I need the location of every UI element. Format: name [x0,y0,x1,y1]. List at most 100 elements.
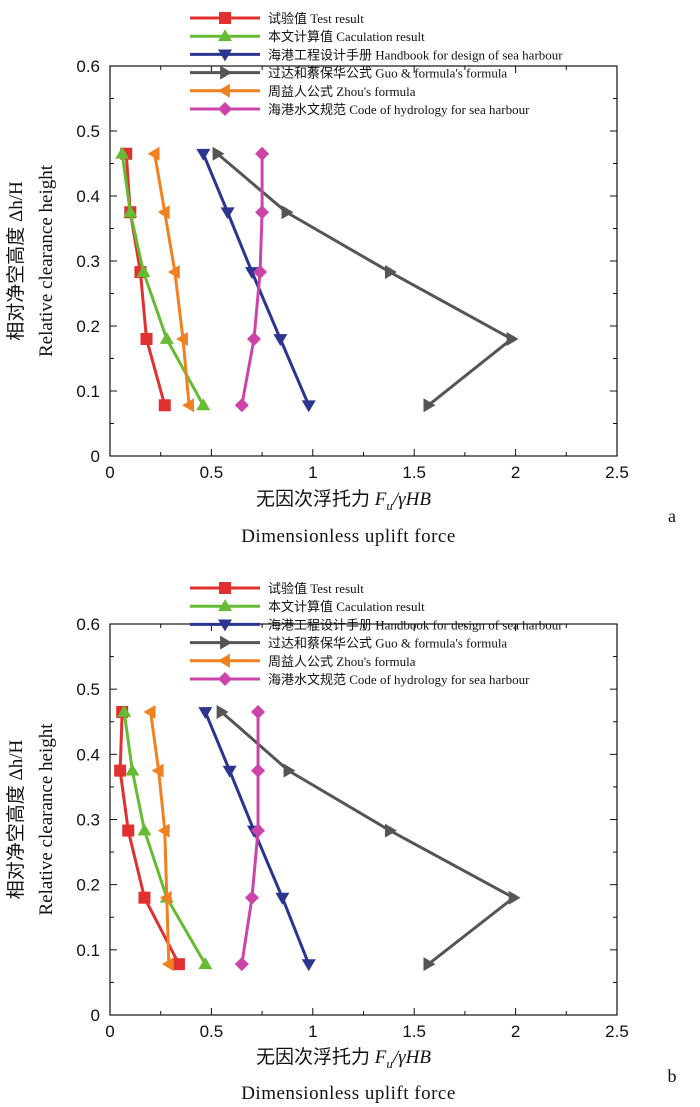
legend-label: 海港工程设计手册 Handbook for design of sea harb… [268,47,563,62]
y-tick-label: 0.1 [76,382,100,401]
data-point [423,957,436,972]
data-point [117,704,132,717]
data-point [157,205,170,220]
x-tick-label: 1 [308,1022,317,1041]
chart-panel-b: 0 0.5 1 1.5 2 2.5 0 0.1 0.2 0.3 0.4 0.5 0.6 试验值 Test … [5,581,677,1104]
legend-swatch-marker [218,29,232,42]
data-point [140,333,153,345]
y-axis-label: 相对净空高度 Δh/H [5,739,27,899]
plot-frame [109,65,618,457]
legend-swatch-marker [218,672,232,686]
y-tick-label: 0.6 [76,57,100,76]
data-point [125,763,140,776]
data-point [167,265,180,280]
legend: 试验值 Test result 本文计算值 Caculation result 海港… [190,581,563,687]
data-point [159,890,172,905]
series-6 [234,704,266,972]
y-axis-label-en: Relative clearance height [36,723,57,916]
legend-label: 本文计算值 Caculation result [268,599,425,614]
y-tick-label: 0.3 [76,811,100,830]
y-tick-label: 0.1 [76,941,100,960]
legend-swatch-marker [218,102,232,116]
data-point [301,959,316,972]
y-tick-label: 0.2 [76,876,100,895]
data-point [115,146,130,159]
legend-label: 海港水文规范 Code of hydrology for sea harbour [268,102,530,117]
data-point [161,957,174,972]
x-axis-label: 无因次浮托力 Fu/γHB [256,488,431,513]
data-point [281,205,294,220]
x-axis-label-en: Dimensionless uplift force [241,1083,456,1104]
data-point [222,765,237,778]
y-tick-label: 0 [91,1006,100,1025]
series-6 [234,146,270,413]
data-point [138,891,151,904]
y-tick-label: 0.3 [76,252,100,271]
legend-label: 过达和蔡保华公式 Guo & formula's formula [268,636,507,651]
data-point [273,334,288,346]
data-point [508,890,521,905]
series-1 [114,705,185,971]
series-4 [216,704,521,972]
data-point [151,763,164,778]
data-point [283,763,296,778]
data-point [182,398,194,413]
series-5 [143,704,174,972]
data-point [506,332,519,346]
data-point [244,890,259,905]
y-tick-label: 0.4 [76,745,100,764]
legend-label: 周益人公式 Zhou's formula [268,84,416,99]
x-tick-label: 1.5 [402,463,426,482]
legend-swatch-marker [218,619,232,632]
series-line [201,153,311,406]
y-tick-label: 0 [91,447,100,466]
data-point [246,332,261,346]
x-tick-label: 2.5 [605,463,629,482]
data-point [114,764,127,777]
x-tick-label: 1 [308,463,317,482]
data-point [123,205,138,218]
data-point [216,704,229,719]
data-point [159,332,174,344]
legend-swatch-marker [220,65,232,80]
data-point [136,265,151,277]
x-tick-label: 0.5 [200,463,224,482]
x-tick-label: 0 [105,1022,114,1041]
data-point [143,704,156,719]
series-line [120,153,205,407]
data-point [384,823,397,838]
data-point [212,146,225,161]
x-axis-label-en: Dimensionless uplift force [241,526,456,547]
legend-swatch-marker [218,653,230,668]
series-2 [115,146,211,411]
data-point [122,824,135,837]
data-point [251,823,266,838]
x-tick-label: 0.5 [200,1022,224,1041]
y-tick-label: 0.6 [76,615,100,634]
legend-swatch-marker [218,83,230,98]
y-axis-label-en: Relative clearance height [36,164,57,357]
y-tick-label: 0.4 [76,187,100,206]
panel-label: a [668,506,676,526]
data-point [147,146,160,161]
legend-swatch-marker [219,582,231,594]
series-line [240,153,264,406]
data-point [196,148,211,161]
legend: 试验值 Test result 本文计算值 Caculation result 海港… [190,11,563,117]
data-point [198,707,213,719]
data-point [423,398,436,413]
legend-swatch-marker [218,49,232,62]
data-point [384,265,397,280]
data-point [176,332,188,346]
legend-label: 海港工程设计手册 Handbook for design of sea harb… [268,617,563,632]
legend-label: 试验值 Test result [268,581,364,596]
x-tick-label: 0 [105,463,114,482]
data-point [158,399,171,412]
data-point [275,892,290,905]
data-point [255,146,270,161]
y-axis-label: 相对净空高度 Δh/H [5,181,27,341]
legend-swatch-marker [219,12,231,24]
series-line [220,710,516,966]
series-5 [147,146,194,413]
